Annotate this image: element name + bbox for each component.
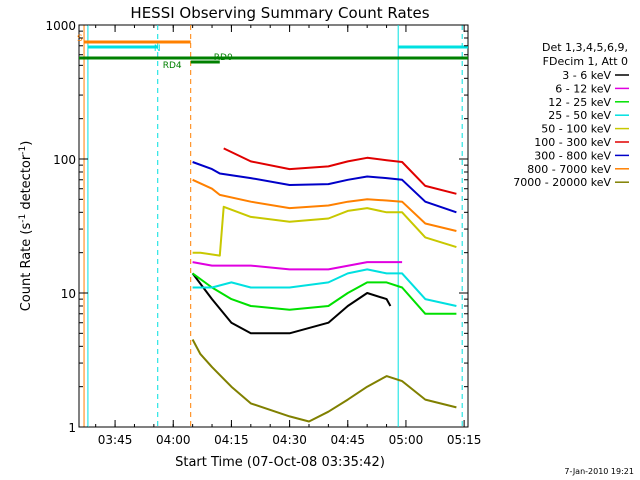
series-line-8 — [192, 178, 457, 232]
y-tick-label-4: 1000 — [45, 19, 76, 33]
legend-label-5: 50 - 100 keV — [541, 123, 611, 136]
y-axis-label-main: Count Rate (s — [19, 223, 34, 312]
y-axis-label-end: ) — [19, 141, 34, 146]
legend-label-7: 300 - 800 keV — [534, 149, 611, 162]
y-tick-label-2: 10 — [61, 287, 76, 301]
legend-label-3: 12 - 25 keV — [548, 96, 611, 109]
x-axis-label: Start Time (07-Oct-08 03:35:42) — [175, 455, 385, 470]
series-line-3 — [192, 272, 457, 315]
legend-label-2: 6 - 12 keV — [555, 82, 611, 95]
x-tick-label-1: 03:45 — [98, 433, 133, 447]
legend-label-8: 800 - 7000 keV — [527, 163, 611, 176]
y-axis-label-sup2: -1 — [18, 146, 28, 155]
y-axis-label: Count Rate (s-1 detector-1) — [18, 141, 34, 312]
y-axis-label-sup1: -1 — [18, 214, 28, 223]
x-tick-label-7: 05:15 — [447, 433, 482, 447]
series-line-4 — [192, 268, 457, 307]
series-line-6 — [223, 147, 457, 195]
flag-label-rd0: RD0 — [214, 53, 233, 63]
x-tick-label-5: 04:45 — [330, 433, 365, 447]
y-tick-label-3: 100 — [53, 153, 76, 167]
flag-label-rd4: RD4 — [163, 61, 182, 71]
series-line-1 — [191, 272, 392, 335]
legend-label-1: 3 - 6 keV — [562, 69, 611, 82]
legend-header-line1: Det 1,3,4,5,6,9, — [542, 41, 628, 54]
flag-label-s: S — [77, 34, 83, 44]
series-line-9 — [191, 339, 457, 423]
x-tick-label-6: 05:00 — [389, 433, 424, 447]
chart-title: HESSI Observing Summary Count Rates — [130, 4, 429, 22]
x-tick-label-4: 04:30 — [272, 433, 307, 447]
y-tick-label-1: 1 — [68, 421, 76, 435]
legend-header-line2: FDecim 1, Att 0 — [543, 55, 628, 68]
x-tick-label-2: 04:00 — [156, 433, 191, 447]
legend-label-9: 7000 - 20000 keV — [513, 176, 611, 189]
x-tick-label-3: 04:15 — [214, 433, 249, 447]
legend-label-6: 100 - 300 keV — [534, 136, 611, 149]
flag-label-n: N — [154, 44, 161, 54]
series-line-2 — [192, 261, 403, 271]
legend: Det 1,3,4,5,6,9, FDecim 1, Att 0 3 - 6 k… — [513, 41, 629, 189]
series-line-7 — [192, 161, 457, 214]
footer-date: 7-Jan-2010 19:21 — [564, 467, 634, 476]
y-axis-label-mid: detector — [19, 154, 34, 214]
legend-label-4: 25 - 50 keV — [548, 109, 611, 122]
plot-frame — [78, 24, 469, 428]
series-line-5 — [192, 205, 457, 257]
